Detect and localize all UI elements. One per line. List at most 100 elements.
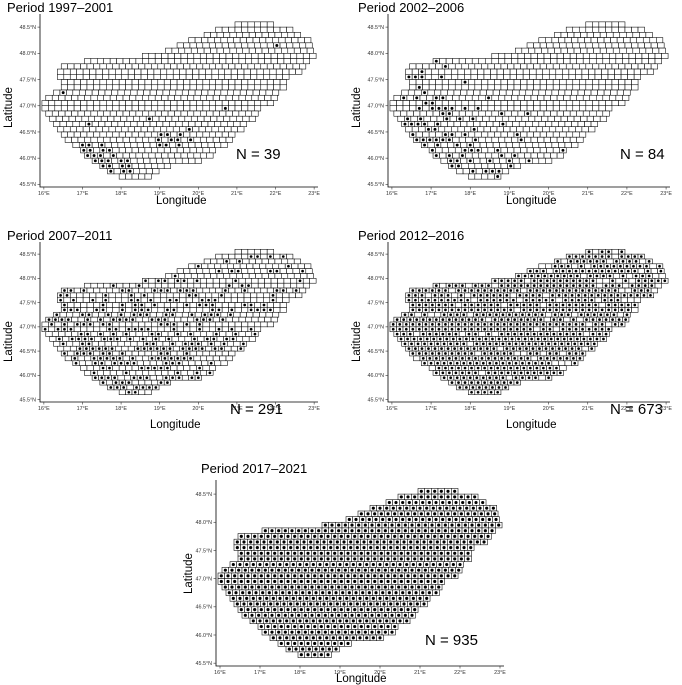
occurrence-point	[424, 327, 428, 331]
grid-cell	[221, 63, 229, 70]
occurrence-point	[628, 260, 631, 263]
grid-cell	[241, 321, 249, 328]
occurrence-point	[611, 279, 614, 283]
grid-cell	[255, 273, 263, 279]
grid-cell	[125, 131, 133, 138]
grid-cell	[71, 110, 79, 117]
grid-cell	[478, 110, 486, 117]
occurrence-point	[574, 352, 578, 355]
grid-cell	[616, 37, 624, 44]
occurrence-point	[496, 175, 500, 178]
grid-cell	[118, 365, 126, 371]
occurrence-point	[176, 138, 180, 142]
grid-cell	[304, 263, 312, 269]
occurrence-point	[434, 332, 438, 336]
grid-cell	[181, 89, 189, 96]
grid-cell	[588, 74, 596, 80]
occurrence-point	[594, 327, 597, 331]
occurrence-point	[582, 260, 586, 263]
grid-cell	[565, 84, 574, 91]
grid-cell	[579, 63, 587, 70]
grid-cell	[452, 110, 460, 117]
grid-cell	[104, 121, 112, 127]
occurrence-point	[415, 318, 419, 321]
grid-cell	[543, 58, 551, 65]
occurrence-point	[501, 342, 505, 346]
occurrence-point	[294, 289, 298, 292]
grid-cell	[45, 110, 53, 117]
occurrence-point	[450, 106, 454, 110]
grid-cell	[629, 37, 638, 44]
grid-cell	[259, 37, 267, 44]
occurrence-point	[483, 381, 486, 384]
grid-cell	[266, 321, 274, 328]
grid-cell	[97, 110, 104, 117]
grid-cell	[221, 100, 229, 107]
grid-cell	[537, 136, 545, 143]
grid-cell	[93, 84, 101, 91]
occurrence-point	[434, 154, 438, 158]
occurrence-point	[450, 366, 454, 370]
grid-cell	[622, 53, 630, 59]
grid-cell	[524, 152, 532, 159]
grid-cell	[589, 58, 597, 65]
grid-cell	[243, 297, 251, 303]
grid-cell	[575, 68, 583, 75]
grid-cell	[60, 84, 68, 91]
grid-cell	[478, 370, 486, 376]
occurrence-point	[485, 298, 489, 302]
grid-cell	[616, 89, 624, 96]
grid-cell	[564, 37, 572, 44]
occurrence-point	[423, 342, 426, 346]
grid-cell	[112, 302, 120, 308]
grid-cell	[203, 115, 211, 122]
grid-cell	[537, 53, 545, 59]
grid-cell	[573, 32, 581, 38]
grid-cell	[148, 278, 156, 284]
grid-cell	[201, 89, 209, 96]
occurrence-point	[620, 308, 624, 312]
grid-cell	[263, 292, 271, 299]
grid-cell	[76, 74, 84, 80]
occurrence-point	[298, 279, 302, 283]
grid-cell	[546, 63, 554, 70]
grid-cell	[439, 58, 447, 65]
grid-cell	[193, 94, 201, 101]
grid-cell	[524, 94, 532, 101]
grid-cell	[156, 341, 164, 347]
occurrence-point	[407, 500, 411, 505]
occurrence-point	[542, 308, 545, 312]
grid-cell	[254, 63, 262, 70]
occurrence-point	[497, 523, 501, 527]
grid-cell	[93, 131, 101, 138]
occurrence-point	[213, 347, 217, 351]
grid-cell	[72, 341, 80, 347]
grid-cell	[491, 53, 499, 59]
grid-cell	[458, 58, 466, 65]
grid-cell	[124, 375, 132, 381]
grid-cell	[98, 312, 106, 318]
grid-cell	[569, 110, 577, 117]
grid-cell	[189, 100, 197, 107]
grid-cell	[103, 152, 111, 159]
grid-cell	[575, 126, 583, 133]
occurrence-point	[282, 540, 286, 544]
occurrence-point	[415, 540, 419, 544]
occurrence-point	[496, 303, 500, 307]
axis-lines	[39, 242, 318, 403]
occurrence-point	[474, 517, 478, 522]
grid-cell	[595, 94, 604, 101]
grid-cell	[292, 63, 300, 70]
grid-cell	[445, 94, 453, 101]
occurrence-point	[437, 352, 441, 355]
occurrence-point	[506, 279, 510, 283]
occurrence-point	[378, 506, 382, 510]
occurrence-point	[483, 303, 486, 307]
occurrence-point	[212, 337, 216, 341]
grid-cell	[142, 370, 150, 376]
grid-cell	[73, 287, 81, 294]
grid-cell	[520, 105, 528, 112]
grid-cell	[117, 341, 125, 347]
grid-cell	[585, 79, 593, 86]
grid-cell	[111, 89, 119, 96]
